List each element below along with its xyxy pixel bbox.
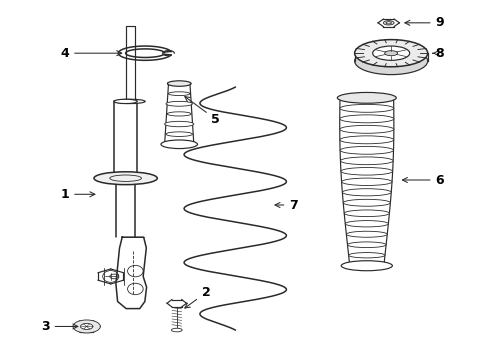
Ellipse shape [340, 94, 393, 102]
Text: 9: 9 [405, 16, 444, 29]
Text: 6: 6 [402, 174, 444, 186]
Ellipse shape [166, 102, 193, 106]
Ellipse shape [343, 189, 391, 196]
Ellipse shape [165, 121, 194, 127]
Text: 4: 4 [60, 47, 122, 60]
Text: 1: 1 [60, 188, 95, 201]
Ellipse shape [172, 328, 182, 332]
Ellipse shape [340, 115, 394, 123]
Ellipse shape [348, 253, 385, 258]
Ellipse shape [168, 81, 191, 86]
Ellipse shape [386, 22, 392, 24]
Ellipse shape [169, 92, 190, 95]
Ellipse shape [373, 46, 410, 60]
Ellipse shape [347, 242, 386, 248]
Ellipse shape [344, 210, 390, 217]
Ellipse shape [342, 178, 392, 185]
Ellipse shape [355, 40, 428, 67]
Ellipse shape [80, 324, 93, 329]
Ellipse shape [340, 147, 393, 154]
Text: 8: 8 [433, 47, 444, 60]
Ellipse shape [383, 21, 394, 25]
Text: 7: 7 [275, 198, 298, 212]
Ellipse shape [94, 172, 157, 185]
Ellipse shape [163, 141, 196, 147]
Ellipse shape [341, 167, 392, 175]
Ellipse shape [343, 199, 391, 206]
Ellipse shape [168, 81, 191, 86]
Ellipse shape [341, 261, 392, 271]
Text: 5: 5 [185, 96, 220, 126]
Ellipse shape [114, 176, 137, 180]
Ellipse shape [341, 157, 393, 165]
Ellipse shape [114, 99, 137, 104]
Ellipse shape [346, 231, 387, 237]
Ellipse shape [73, 320, 100, 333]
Ellipse shape [345, 221, 389, 227]
Ellipse shape [340, 104, 394, 112]
Ellipse shape [116, 99, 145, 104]
Text: 2: 2 [185, 286, 210, 308]
Ellipse shape [340, 125, 394, 133]
Ellipse shape [337, 93, 396, 103]
Ellipse shape [355, 48, 428, 75]
Ellipse shape [340, 136, 394, 144]
Text: 3: 3 [41, 320, 78, 333]
Ellipse shape [350, 263, 384, 268]
Ellipse shape [166, 132, 193, 136]
Ellipse shape [167, 112, 191, 116]
Ellipse shape [161, 140, 197, 149]
Ellipse shape [385, 51, 398, 56]
